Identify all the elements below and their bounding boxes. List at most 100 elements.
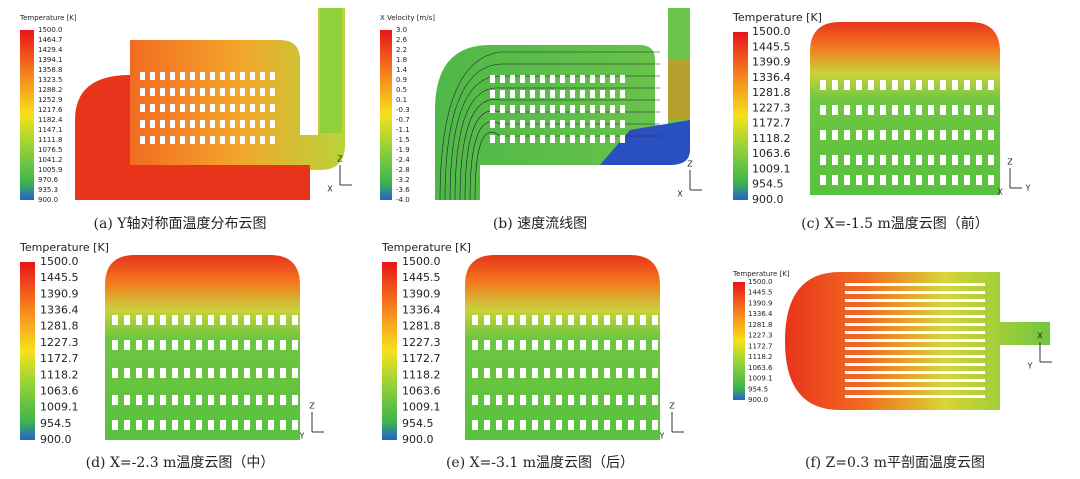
slot [616,315,622,325]
legend-label: 1005.9 [38,166,63,174]
legend-label: 1281.8 [402,320,441,333]
legend-label: 1500.0 [748,278,773,286]
legend-label: 1182.4 [38,116,63,124]
slot [256,368,262,378]
slot [532,368,538,378]
slot [256,420,262,430]
slot [140,136,145,144]
legend-label: 1172.7 [748,342,773,350]
slot [230,104,235,112]
slot [916,175,922,185]
legend-label: 1394.1 [38,56,63,64]
slot [544,368,550,378]
slot [620,75,625,83]
slot [180,104,185,112]
slot [484,368,490,378]
domain [465,255,660,440]
axis-label: Z [1007,158,1013,167]
slot [845,363,985,366]
caption: (c) X=-1.5 m温度云图（前） [801,215,989,232]
slot [892,175,898,185]
streamline [449,75,660,201]
legend-label: 954.5 [748,385,768,393]
colorbar [20,262,35,440]
slot [220,136,225,144]
slot [570,90,575,98]
legend-label: 1445.5 [40,271,79,284]
slot [472,368,478,378]
slot [140,72,145,80]
slot [244,340,250,350]
legend-label: 1500.0 [38,26,63,34]
slot [148,395,154,405]
legend-label: 1111.8 [38,136,63,144]
legend-label: 900.0 [748,396,768,404]
legend-label: 1063.6 [748,364,773,372]
slot [196,340,202,350]
legend-label: 1288.2 [38,86,63,94]
slot [820,175,826,185]
legend-label: 1009.1 [752,162,791,175]
slot [150,120,155,128]
slot [592,395,598,405]
slot [652,420,658,430]
slot [610,90,615,98]
slot [280,395,286,405]
legend-label: -4.0 [396,196,410,204]
slot [220,104,225,112]
domain [600,120,690,165]
slot [976,105,982,115]
slot [988,130,994,140]
slot [190,136,195,144]
slot [280,315,286,325]
slot [136,420,142,430]
slot [610,120,615,128]
slot [196,420,202,430]
slot [292,340,298,350]
slot [472,340,478,350]
slot [230,136,235,144]
slot [160,72,165,80]
slot [490,120,495,128]
axis-label: Z [337,155,343,164]
slot [268,368,274,378]
legend-label: 1118.2 [748,353,773,361]
slot [148,340,154,350]
slot [230,88,235,96]
slot [892,80,898,90]
slot [268,340,274,350]
slot [180,120,185,128]
slot [484,420,490,430]
slot [600,135,605,143]
slot [845,379,985,382]
slot [604,420,610,430]
slot [845,395,985,398]
slot [988,155,994,165]
slot [260,72,265,80]
slot [820,155,826,165]
slot [530,120,535,128]
slot [500,90,505,98]
legend-label: 954.5 [752,178,784,191]
axis-label: Y [1027,362,1033,371]
slot [580,135,585,143]
slot [988,105,994,115]
legend-label: 1227.3 [752,101,791,114]
slot [988,175,994,185]
slot [940,130,946,140]
domain [105,255,300,440]
slot [556,315,562,325]
slot [616,368,622,378]
legend-label: 1172.7 [752,117,791,130]
slot [210,104,215,112]
slot [832,80,838,90]
slot [160,395,166,405]
slot [208,340,214,350]
slot [845,307,985,310]
legend-label: 1063.6 [752,147,791,160]
slot [508,340,514,350]
slot [832,155,838,165]
slot [250,120,255,128]
legend-title: Temperature [K] [381,241,471,254]
slot [292,420,298,430]
